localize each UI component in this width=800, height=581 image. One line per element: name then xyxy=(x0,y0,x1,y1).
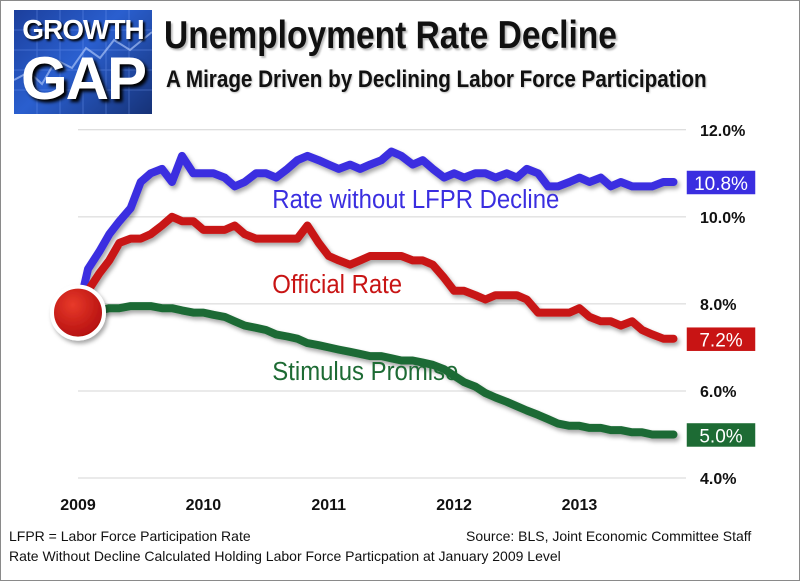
source-note: Source: BLS, Joint Economic Committee St… xyxy=(466,528,752,544)
methodology-note: Rate Without Decline Calculated Holding … xyxy=(9,548,561,564)
x-tick-label: 2009 xyxy=(60,497,96,514)
end-value-badge-rate_without_decline xyxy=(685,169,757,196)
x-tick-label: 2012 xyxy=(436,497,472,514)
series-line-official_rate xyxy=(74,212,678,343)
x-tick-label: 2013 xyxy=(562,497,598,514)
series-label-official_rate: Official Rate xyxy=(272,270,402,299)
series-label-stimulus_promise: Stimulus Promise xyxy=(272,357,458,386)
chart-subtitle: A Mirage Driven by Declining Labor Force… xyxy=(166,66,707,93)
x-tick-label: 2011 xyxy=(311,497,346,514)
end-value-label-stimulus_promise: 5.0% xyxy=(699,426,742,447)
x-tick-label: 2010 xyxy=(186,497,222,514)
series-line-stimulus_promise xyxy=(74,302,678,439)
logo-background-pattern xyxy=(14,10,152,114)
logo-line-1: GROWTH xyxy=(22,14,145,45)
y-tick-label: 8.0% xyxy=(700,297,736,314)
start-point-marker xyxy=(50,284,106,341)
end-value-label-official_rate: 7.2% xyxy=(699,331,742,352)
y-tick-label: 12.0% xyxy=(700,123,745,140)
lfpr-definition-note: LFPR = Labor Force Participation Rate xyxy=(9,528,251,544)
end-value-badge-stimulus_promise xyxy=(685,421,757,449)
chart-title: Unemployment Rate Decline xyxy=(164,14,617,57)
end-value-badge-official_rate xyxy=(685,325,757,353)
growth-gap-logo: GROWTH GAP xyxy=(14,10,152,114)
end-value-label-rate_without_decline: 10.8% xyxy=(694,174,748,195)
series-label-rate_without_decline: Rate without LFPR Decline xyxy=(272,185,559,214)
series-line-rate_without_decline xyxy=(74,147,678,317)
y-tick-label: 4.0% xyxy=(700,471,736,488)
y-tick-label: 10.0% xyxy=(700,210,745,227)
logo-line-2: GAP xyxy=(20,45,147,112)
y-tick-label: 6.0% xyxy=(700,384,736,401)
